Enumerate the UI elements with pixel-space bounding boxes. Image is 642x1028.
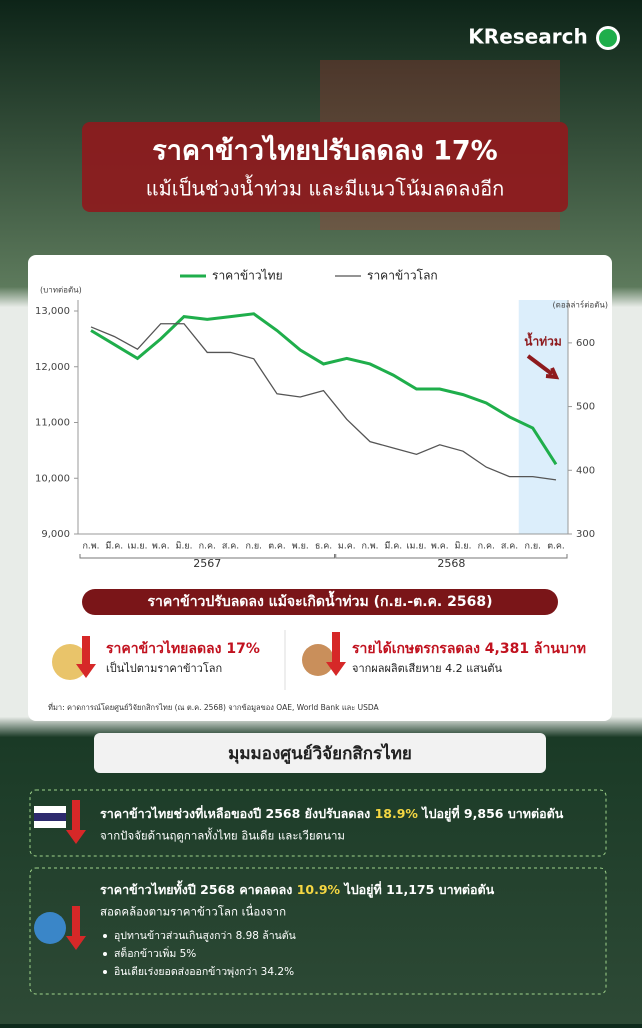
y-tick-label: 11,000 — [35, 418, 70, 429]
x-tick-label: ต.ค. — [268, 542, 286, 552]
y2-tick-label: 400 — [576, 465, 595, 476]
series-line — [90, 323, 557, 481]
subheadline: แม้เป็นช่วงน้ำท่วม และมีแนวโน้มลดลงอีก — [146, 175, 505, 201]
x-tick-label: ก.พ. — [82, 542, 99, 552]
x-tick-label: พ.ค. — [152, 542, 170, 552]
source: ที่มา: คาดการณ์โดยศูนย์วิจัยกสิกรไทย (ณ … — [48, 702, 380, 712]
outlook-title-lead: ราคาข้าวไทยทั้งปี 2568 คาดลดลง — [100, 880, 297, 897]
legend-label: ราคาข้าวไทย — [212, 269, 283, 283]
x-tick-label: มี.ค. — [105, 541, 123, 552]
outlook-title-lead: ราคาข้าวไทยช่วงที่เหลือของปี 2568 ยังปรั… — [100, 805, 375, 821]
y-axis-label: (บาทต่อตัน) — [40, 286, 82, 295]
x-tick-label: พ.ย. — [292, 542, 309, 552]
legend-label: ราคาข้าวโลก — [367, 269, 438, 283]
summary-title: ราคาข้าวไทยลดลง 17% — [106, 639, 260, 657]
x-tick-label: ก.ค. — [478, 542, 495, 552]
y-tick-label: 12,000 — [35, 362, 70, 373]
icon-globe — [34, 912, 66, 944]
series-line — [90, 312, 558, 466]
brand: KResearch — [468, 25, 587, 49]
outlook-box — [29, 867, 607, 995]
outlook-bullet: อุปทานข้าวส่วนเกินสูงกว่า 8.98 ล้านตัน — [114, 930, 296, 942]
bullet — [103, 970, 107, 974]
x-tick-label: เม.ย. — [127, 542, 147, 552]
year-label: 2568 — [437, 557, 465, 570]
year-bracket — [79, 554, 335, 559]
bullet — [103, 952, 107, 956]
icon-arrow — [76, 636, 96, 678]
icon-arrow — [326, 632, 346, 676]
annotation-arrow — [526, 354, 560, 380]
outlook-text: สอดคล้องตามราคาข้าวโลก เนื่องจาก — [100, 904, 286, 919]
headline: ราคาข้าวไทยปรับลดลง 17% — [152, 135, 497, 167]
x-tick-label: ธ.ค. — [315, 542, 332, 552]
outlook-title-tail: ไปอยู่ที่ 11,175 บาทต่อตัน — [340, 881, 495, 898]
outlook-title: ราคาข้าวไทยช่วงที่เหลือของปี 2568 ยังปรั… — [100, 805, 564, 822]
x-tick-label: ก.ค. — [199, 542, 216, 552]
outlook-bullet: สต็อกข้าวเพิ่ม 5% — [114, 946, 196, 960]
icon-arrow — [66, 906, 86, 950]
x-tick-label: ส.ค. — [501, 542, 518, 552]
outlook-title: ราคาข้าวไทยทั้งปี 2568 คาดลดลง 10.9% ไปอ… — [100, 880, 495, 898]
x-tick-label: ม.ค. — [338, 542, 356, 552]
icon-arrow — [66, 800, 86, 844]
y2-axis-label: (ดอลล่าร์ต่อตัน) — [553, 300, 609, 310]
x-tick-label: พ.ค. — [431, 542, 449, 552]
x-tick-label: มี.ค. — [384, 541, 402, 552]
x-tick-label: ก.ย. — [246, 542, 262, 552]
x-tick-label: มิ.ย. — [455, 541, 472, 552]
summary-text: เป็นไปตามราคาข้าวโลก — [106, 661, 222, 675]
headline-box — [82, 122, 568, 212]
year-label: 2567 — [193, 557, 221, 570]
y2-tick-label: 600 — [576, 338, 595, 349]
summary-title: รายได้เกษตรกรลดลง 4,381 ล้านบาท — [352, 639, 586, 657]
summary-text: จากผลผลิตเสียหาย 4.2 แสนตัน — [352, 662, 503, 675]
x-tick-label: ก.ย. — [525, 542, 541, 552]
annotation: น้ำท่วม — [524, 332, 562, 349]
outlook-highlight: 10.9% — [297, 882, 341, 897]
outlook-bullet: อินเดียเร่งยอดส่งออกข้าวพุ่งกว่า 34.2% — [114, 965, 294, 978]
outlook-title-tail: ไปอยู่ที่ 9,856 บาทต่อตัน — [418, 805, 564, 822]
y-tick-label: 10,000 — [35, 473, 70, 484]
icon-rice — [52, 644, 88, 680]
bullet — [103, 934, 107, 938]
outlook-highlight: 18.9% — [375, 806, 419, 821]
y2-tick-label: 500 — [576, 402, 595, 413]
outlook-list: ราคาข้าวไทยช่วงที่เหลือของปี 2568 ยังปรั… — [100, 805, 564, 979]
x-tick-label: ส.ค. — [222, 542, 239, 552]
outlook-heading-box — [94, 733, 546, 773]
x-tick-label: เม.ย. — [406, 542, 426, 552]
outlook-text: จากปัจจัยด้านฤดูกาลทั้งไทย อินเดีย และเว… — [100, 828, 345, 843]
icon-farmer — [302, 644, 334, 676]
y-tick-label: 9,000 — [41, 529, 70, 540]
flood-region — [518, 300, 568, 534]
y2-tick-label: 300 — [576, 529, 595, 540]
chart: น้ำท่วม (บาทต่อตัน) (ดอลล่าร์ต่อตัน) 9,000 1… — [35, 269, 608, 571]
x-tick-label: ก.พ. — [361, 542, 378, 552]
y-tick-label: 13,000 — [35, 306, 70, 317]
x-tick-label: ต.ค. — [547, 542, 565, 552]
outlook-box — [29, 789, 607, 857]
x-tick-label: มิ.ย. — [176, 541, 193, 552]
outlook-heading: มุมมองศูนย์วิจัยกสิกรไทย — [228, 743, 412, 765]
banner-text: ราคาข้าวปรับลดลง แม้จะเกิดน้ำท่วม (ก.ย.-… — [148, 590, 493, 610]
year-bracket — [335, 554, 568, 559]
icon-flag-stripe — [34, 813, 66, 821]
banner — [82, 589, 558, 615]
logo-inner — [599, 29, 617, 47]
